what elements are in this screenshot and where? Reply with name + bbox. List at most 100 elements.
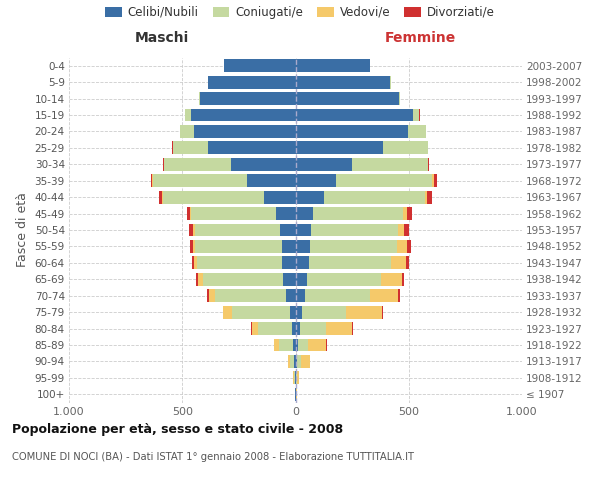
Bar — [288, 355, 290, 368]
Bar — [404, 224, 409, 236]
Bar — [190, 207, 191, 220]
Bar — [223, 306, 232, 318]
Bar — [398, 224, 404, 236]
Bar — [399, 92, 400, 105]
Bar — [209, 290, 215, 302]
Bar — [299, 322, 326, 335]
Bar — [296, 108, 413, 122]
Bar — [295, 372, 296, 384]
Bar — [258, 322, 292, 335]
Bar — [296, 207, 313, 220]
Bar — [278, 338, 293, 351]
Bar — [398, 290, 400, 302]
Bar — [164, 158, 231, 170]
Y-axis label: Fasce di età: Fasce di età — [16, 192, 29, 268]
Bar — [296, 355, 298, 368]
Bar — [290, 306, 296, 318]
Bar — [296, 158, 352, 170]
Bar — [296, 372, 298, 384]
Bar — [425, 190, 427, 203]
Bar — [197, 273, 203, 285]
Bar — [296, 306, 302, 318]
Bar — [296, 60, 370, 72]
Bar — [276, 207, 296, 220]
Bar — [397, 240, 407, 253]
Bar — [302, 306, 346, 318]
Bar — [296, 273, 307, 285]
Bar — [194, 125, 296, 138]
Bar — [282, 240, 296, 253]
Bar — [295, 355, 296, 368]
Bar — [283, 273, 296, 285]
Bar — [382, 306, 383, 318]
Bar — [293, 338, 296, 351]
Bar — [298, 372, 299, 384]
Bar — [199, 92, 200, 105]
Bar — [193, 256, 194, 270]
Bar — [325, 190, 425, 203]
Bar — [189, 224, 193, 236]
Bar — [191, 108, 296, 122]
Bar — [326, 322, 352, 335]
Bar — [307, 273, 381, 285]
Bar — [296, 322, 299, 335]
Bar — [298, 355, 301, 368]
Bar — [298, 338, 308, 351]
Bar — [296, 174, 336, 187]
Bar — [162, 190, 163, 203]
Bar — [311, 224, 398, 236]
Bar — [280, 224, 296, 236]
Bar — [274, 338, 278, 351]
Bar — [352, 322, 353, 335]
Bar — [296, 290, 305, 302]
Bar — [197, 256, 282, 270]
Bar — [383, 142, 428, 154]
Bar — [346, 306, 382, 318]
Bar — [352, 158, 428, 170]
Bar — [194, 256, 197, 270]
Bar — [232, 306, 290, 318]
Bar — [153, 174, 247, 187]
Bar — [286, 290, 296, 302]
Bar — [296, 125, 408, 138]
Bar — [282, 256, 296, 270]
Bar — [434, 174, 437, 187]
Bar — [247, 174, 296, 187]
Bar — [391, 256, 406, 270]
Bar — [195, 240, 282, 253]
Bar — [406, 256, 409, 270]
Bar — [413, 108, 419, 122]
Bar — [292, 322, 296, 335]
Bar — [208, 142, 296, 154]
Bar — [196, 273, 197, 285]
Bar — [193, 240, 195, 253]
Bar — [308, 338, 326, 351]
Bar — [296, 338, 298, 351]
Bar — [432, 174, 434, 187]
Bar — [191, 207, 276, 220]
Bar — [195, 224, 280, 236]
Bar — [296, 224, 311, 236]
Bar — [296, 92, 399, 105]
Bar — [252, 322, 258, 335]
Bar — [403, 273, 404, 285]
Bar — [427, 190, 432, 203]
Bar — [296, 240, 310, 253]
Text: Femmine: Femmine — [385, 31, 455, 45]
Bar — [296, 190, 325, 203]
Bar — [159, 190, 162, 203]
Bar — [336, 174, 432, 187]
Bar — [407, 240, 411, 253]
Bar — [190, 240, 193, 253]
Bar — [251, 322, 252, 335]
Bar — [296, 142, 383, 154]
Bar — [305, 290, 370, 302]
Bar — [310, 240, 397, 253]
Bar — [151, 174, 152, 187]
Bar — [290, 355, 295, 368]
Bar — [203, 273, 283, 285]
Bar — [293, 372, 295, 384]
Bar — [296, 76, 390, 88]
Bar — [408, 125, 426, 138]
Bar — [193, 224, 195, 236]
